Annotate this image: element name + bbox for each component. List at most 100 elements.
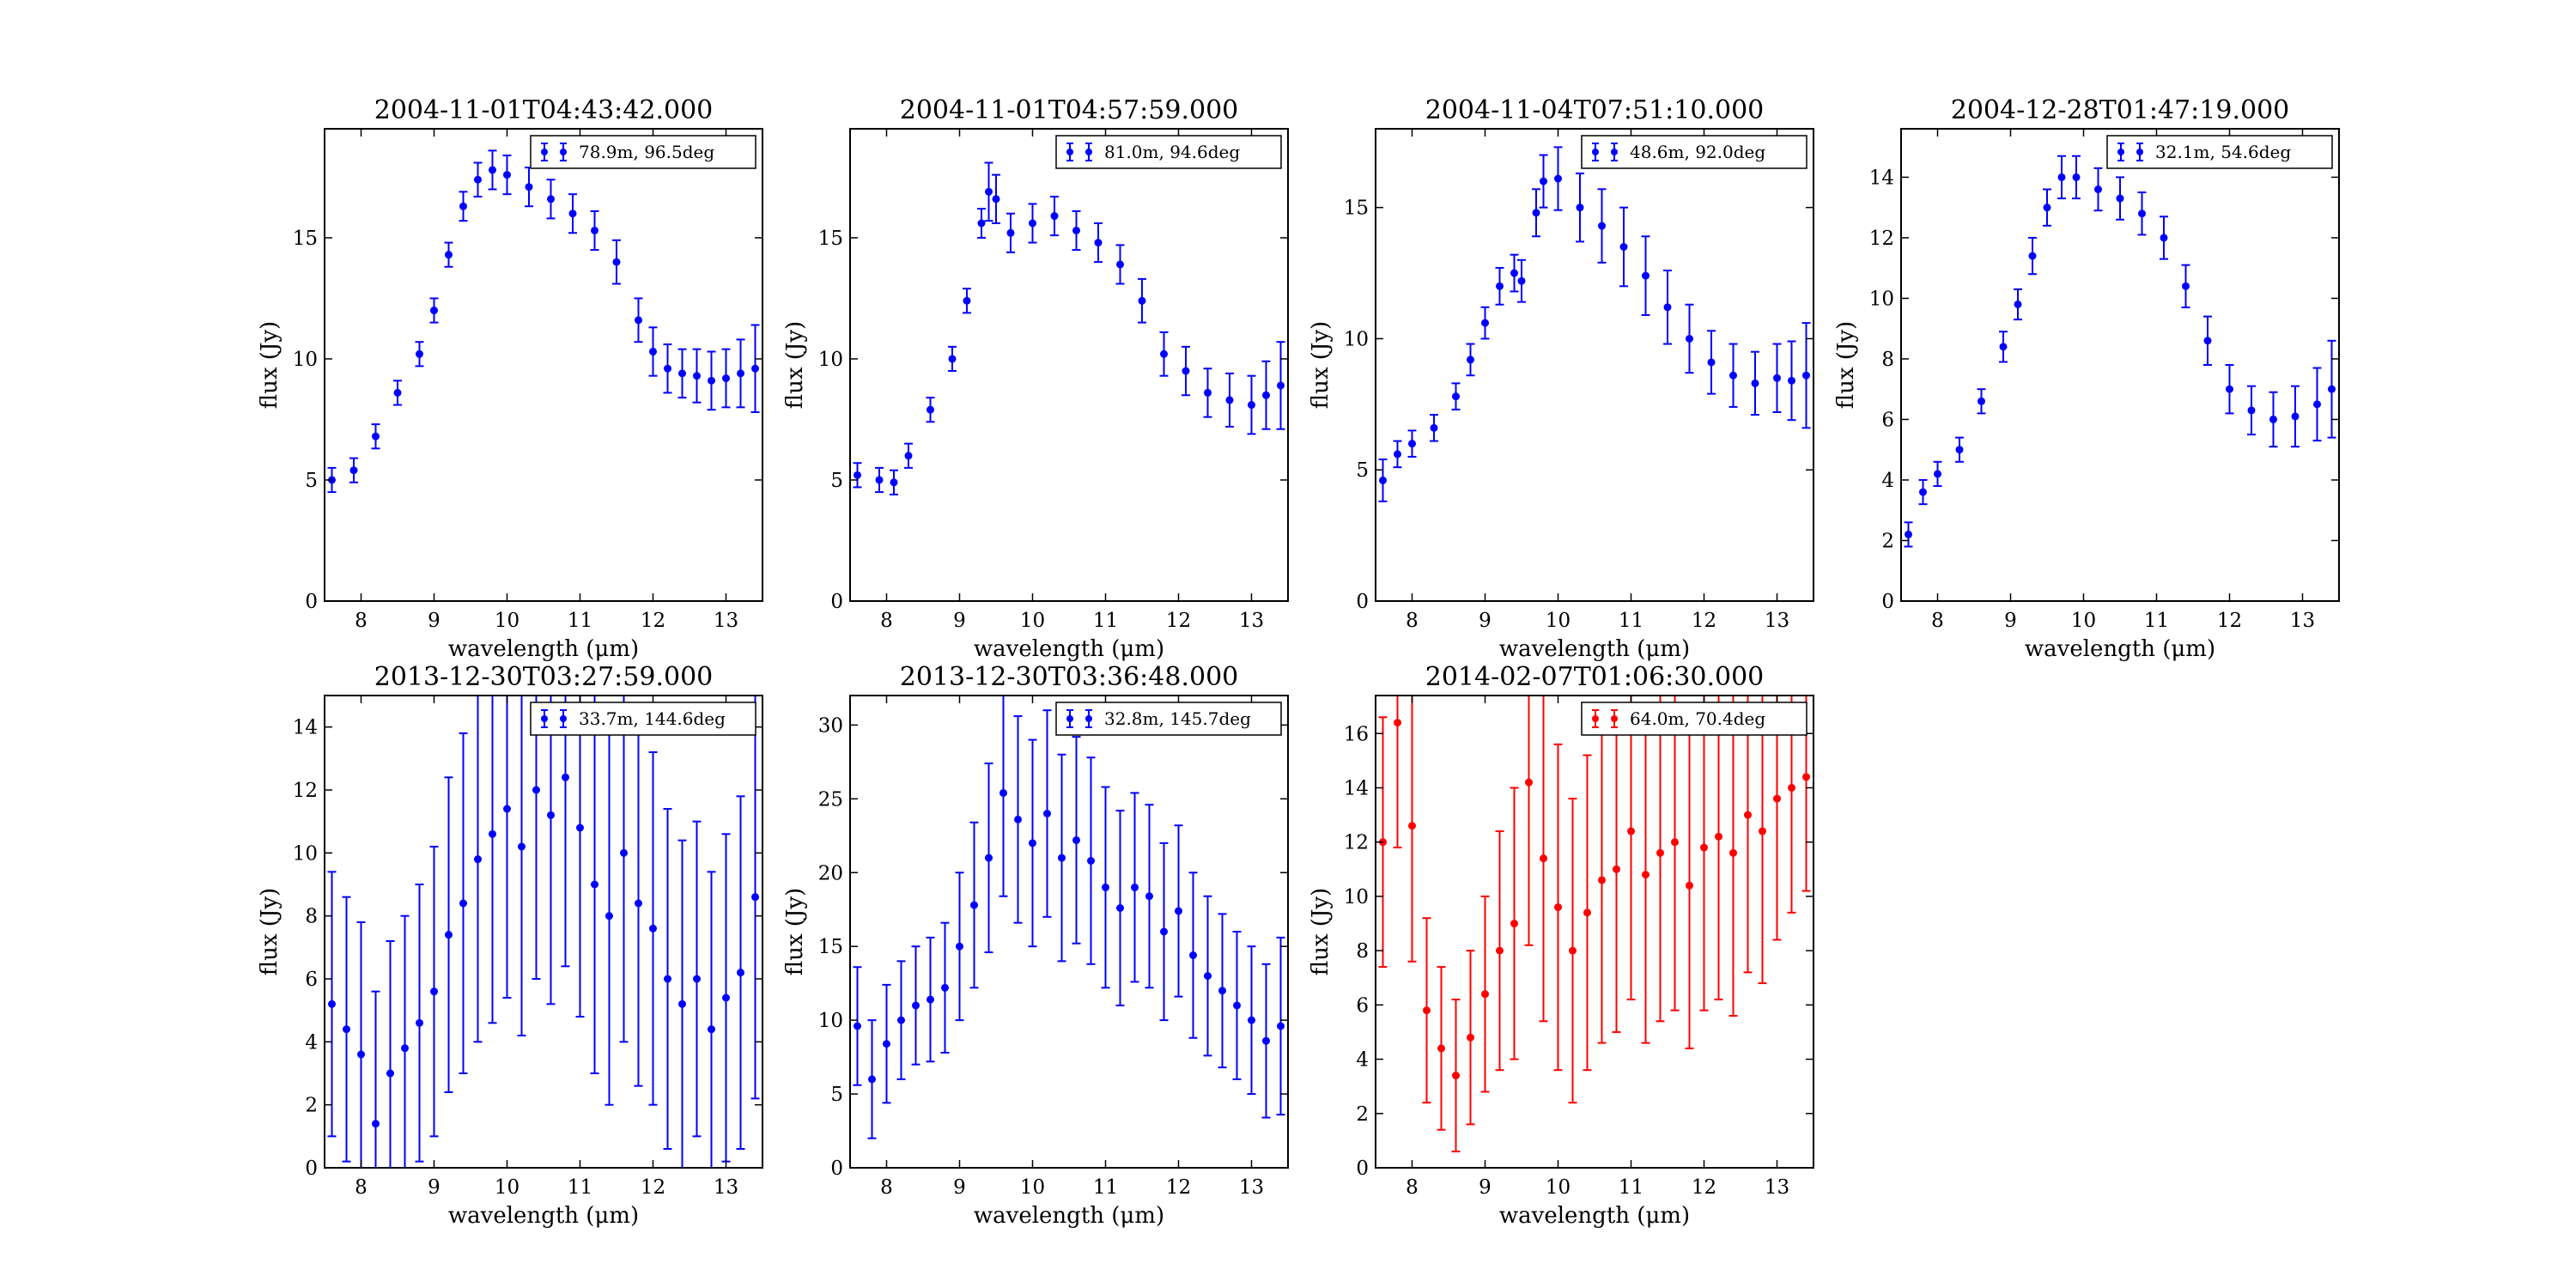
- legend-box: [2106, 135, 2333, 169]
- data-point: [1525, 778, 1533, 787]
- data-point: [1467, 355, 1474, 364]
- y-tick-label: 10: [818, 1010, 843, 1032]
- y-tick-label: 12: [1344, 832, 1369, 854]
- data-point: [445, 931, 453, 939]
- data-point: [489, 166, 496, 174]
- data-point: [1145, 892, 1153, 901]
- x-tick-label: 13: [1765, 1176, 1789, 1199]
- data-point: [1496, 282, 1504, 290]
- y-tick-label: 5: [830, 1084, 843, 1106]
- x-axis-label: wavelength (μm): [448, 636, 639, 662]
- data-point: [1262, 1036, 1270, 1045]
- y-tick-label: 5: [1356, 459, 1369, 482]
- x-tick-label: 10: [1020, 610, 1045, 632]
- legend-marker: [1592, 149, 1599, 155]
- data-point: [328, 999, 336, 1008]
- y-tick-label: 4: [305, 1031, 318, 1054]
- y-tick-label: 14: [293, 717, 318, 739]
- data-point: [489, 829, 496, 838]
- data-point: [1116, 260, 1124, 269]
- data-point: [1437, 1044, 1445, 1053]
- data-point: [372, 1120, 380, 1128]
- legend-box: [1581, 135, 1807, 169]
- data-point: [1248, 1016, 1255, 1024]
- data-point: [1540, 854, 1547, 863]
- x-tick-label: 9: [2004, 610, 2017, 632]
- y-axis-label: flux (Jy): [1308, 321, 1334, 409]
- y-tick-label: 14: [1344, 777, 1369, 799]
- y-axis-label: flux (Jy): [257, 321, 283, 409]
- y-tick-label: 10: [1869, 288, 1894, 310]
- y-tick-label: 25: [818, 788, 843, 811]
- legend-marker: [2117, 149, 2124, 155]
- data-point: [678, 369, 686, 378]
- x-tick-label: 13: [714, 1176, 738, 1199]
- y-tick-label: 0: [305, 1157, 318, 1180]
- x-tick-label: 8: [355, 610, 368, 632]
- data-point: [1014, 815, 1022, 823]
- x-tick-label: 11: [1619, 1176, 1643, 1199]
- data-point: [1248, 401, 1255, 410]
- data-point: [1277, 381, 1285, 390]
- data-point: [883, 1040, 890, 1048]
- data-point: [1182, 367, 1190, 375]
- y-tick-label: 0: [1881, 591, 1894, 613]
- data-point: [1160, 349, 1168, 358]
- data-point: [2160, 234, 2168, 242]
- y-tick-label: 15: [1344, 197, 1369, 220]
- data-point: [635, 899, 642, 908]
- legend: 33.7m, 144.6deg: [530, 702, 756, 736]
- data-point: [904, 452, 913, 460]
- legend-marker: [560, 715, 567, 722]
- data-point: [1277, 1022, 1285, 1030]
- data-point: [2043, 204, 2051, 212]
- legend-label: 32.1m, 54.6deg: [2155, 142, 2291, 162]
- x-tick-label: 11: [568, 1176, 592, 1199]
- x-tick-label: 8: [1406, 610, 1419, 632]
- data-point: [1430, 423, 1438, 432]
- data-point: [1102, 883, 1109, 891]
- data-point: [1408, 440, 1416, 448]
- y-tick-label: 2: [1356, 1103, 1369, 1126]
- axes-frame: [1375, 695, 1814, 1169]
- data-point: [1642, 871, 1649, 879]
- series-1: [327, 149, 760, 494]
- data-point: [1510, 920, 1518, 928]
- data-point: [2203, 337, 2212, 345]
- y-axis-label: flux (Jy): [782, 888, 808, 975]
- y-tick-label: 14: [1869, 167, 1894, 189]
- data-point: [547, 195, 555, 204]
- y-axis-label: flux (Jy): [1833, 321, 1859, 409]
- data-point: [2313, 400, 2321, 409]
- y-tick-label: 8: [305, 906, 318, 928]
- y-tick-label: 0: [830, 1157, 843, 1180]
- x-tick-label: 8: [1931, 610, 1944, 632]
- data-point: [1686, 334, 1693, 343]
- data-point: [1116, 904, 1124, 912]
- legend: 32.8m, 145.7deg: [1055, 702, 1282, 736]
- data-point: [386, 1069, 394, 1078]
- series-7: [1378, 696, 1811, 1153]
- data-point: [1160, 927, 1168, 936]
- y-tick-label: 0: [1356, 591, 1369, 613]
- data-point: [1467, 1033, 1474, 1042]
- data-point: [459, 899, 467, 908]
- legend: 64.0m, 70.4deg: [1581, 702, 1807, 736]
- chart-panel-1: 8 9 10 11 12 13 0 5 10 15 2004-11-01T04:43:42.000 w…: [257, 95, 763, 662]
- x-tick-label: 12: [1166, 610, 1191, 632]
- x-tick-label: 8: [355, 1176, 368, 1199]
- data-point: [1744, 811, 1752, 819]
- data-point: [678, 999, 686, 1008]
- y-tick-label: 20: [818, 862, 843, 884]
- data-point: [970, 901, 978, 909]
- axes-frame: [849, 128, 1289, 602]
- data-point: [948, 355, 957, 363]
- legend-label: 32.8m, 145.7deg: [1104, 708, 1251, 729]
- plot-area: [1376, 129, 1814, 601]
- data-point: [1955, 446, 1964, 454]
- data-point: [2269, 415, 2277, 423]
- data-point: [349, 466, 358, 475]
- data-point: [430, 987, 438, 996]
- data-point: [897, 1016, 905, 1024]
- data-point: [1802, 371, 1810, 380]
